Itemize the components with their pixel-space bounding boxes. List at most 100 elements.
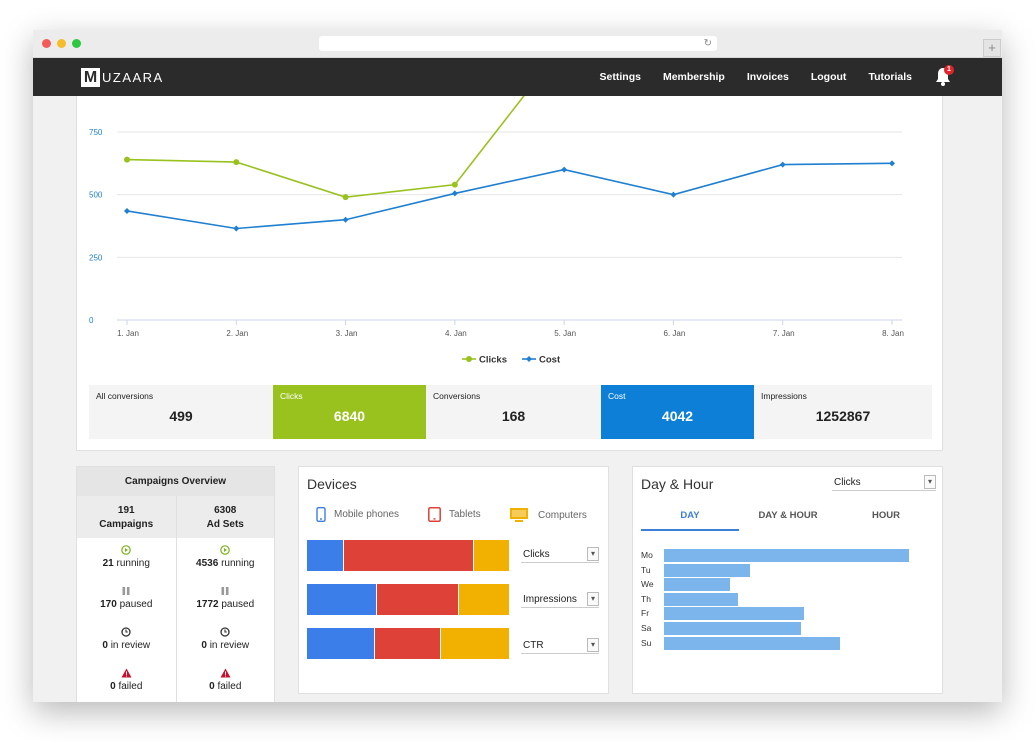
paused-stat[interactable]: 170 paused — [77, 579, 176, 620]
bar-segment-tablets — [343, 540, 473, 571]
nav-invoices[interactable]: Invoices — [746, 71, 789, 83]
dayhour-metric-select[interactable]: Clicks ▾ — [832, 475, 936, 491]
chevron-down-icon[interactable]: ▾ — [924, 475, 936, 489]
series-line-cost — [126, 162, 893, 230]
nav-tutorials[interactable]: Tutorials — [868, 71, 912, 83]
warning-icon — [177, 668, 275, 681]
logo-text: UZAARA — [102, 69, 164, 85]
address-bar[interactable]: ↻ — [319, 36, 717, 51]
y-tick-label: 750 — [89, 128, 103, 137]
card-title: Devices — [307, 476, 357, 492]
performance-panel: 0 250 500 750 1. Jan 2. Jan 3. Jan 4. Jan 5. Jan… — [76, 96, 943, 451]
campaigns-count[interactable]: 191 Campaigns — [77, 496, 176, 538]
day-bar[interactable] — [664, 578, 731, 592]
x-tick-label: 2. Jan — [226, 329, 248, 338]
x-tick-label: 8. Jan — [882, 329, 904, 338]
logo[interactable]: M UZAARA — [81, 67, 164, 87]
data-point — [561, 166, 568, 173]
campaigns-overview-card: Campaigns Overview 191 Campaigns 21 runn… — [76, 466, 275, 702]
adsets-count[interactable]: 6308 Ad Sets — [176, 496, 274, 538]
day-bar[interactable] — [664, 607, 804, 621]
running-stat[interactable]: 21 running — [77, 538, 176, 579]
day-label: Tu — [641, 564, 651, 575]
day-bar[interactable] — [664, 636, 841, 650]
day-label: Fr — [641, 608, 650, 619]
bar-segment-computers — [458, 584, 509, 615]
day-bar[interactable] — [664, 622, 802, 635]
review-stat[interactable]: 0 in review — [77, 620, 176, 661]
data-point — [233, 159, 240, 166]
chevron-down-icon[interactable]: ▾ — [587, 638, 599, 652]
kpi-cost[interactable]: Cost 4042 — [601, 385, 754, 439]
count-label: Campaigns — [99, 519, 154, 530]
new-tab-button[interactable]: + — [983, 39, 1001, 57]
tab-day-hour[interactable]: DAY & HOUR — [758, 510, 818, 521]
nav-logout[interactable]: Logout — [810, 71, 847, 83]
bar-segment-mobile — [307, 540, 344, 571]
computer-icon — [510, 508, 528, 522]
line-chart: 0 250 500 750 1. Jan 2. Jan 3. Jan 4. Jan 5. Jan… — [89, 96, 904, 366]
data-point — [451, 181, 458, 188]
data-point — [233, 225, 240, 232]
day-label: Mo — [641, 550, 653, 560]
failed-stat[interactable]: 0 failed — [77, 661, 176, 702]
day-label: Sa — [641, 623, 652, 633]
paused-count: 1772 — [196, 599, 219, 610]
kpi-impressions[interactable]: Impressions 1252867 — [754, 385, 932, 439]
devices-bar-impressions[interactable] — [307, 584, 509, 615]
tab-hour[interactable]: HOUR — [872, 510, 900, 521]
bar-segment-mobile — [307, 584, 376, 615]
data-point — [342, 194, 349, 201]
kpi-conversions[interactable]: Conversions 168 — [426, 385, 601, 439]
paused-stat[interactable]: 1772 paused — [177, 579, 275, 620]
maximize-window-icon[interactable] — [72, 39, 81, 48]
reload-icon[interactable]: ↻ — [703, 38, 712, 49]
devices-bar-ctr[interactable] — [307, 628, 509, 659]
browser-chrome: ↻ + — [33, 30, 1002, 58]
metric-select-impressions[interactable]: Impressions ▾ — [521, 592, 599, 608]
chevron-down-icon[interactable]: ▾ — [587, 547, 599, 561]
data-point — [124, 207, 130, 214]
legend-label: Mobile phones — [334, 509, 400, 520]
y-tick-label: 500 — [89, 191, 103, 200]
campaigns-column: 191 Campaigns 21 running 170 paused 0 in… — [77, 496, 176, 702]
legend-tablets[interactable]: Tablets — [428, 507, 481, 522]
metric-select-ctr[interactable]: CTR ▾ — [521, 638, 599, 654]
nav-membership[interactable]: Membership — [662, 71, 725, 83]
data-point — [779, 161, 786, 168]
card-title: Campaigns Overview — [77, 467, 274, 496]
tab-day[interactable]: DAY — [641, 505, 739, 531]
chevron-down-icon[interactable]: ▾ — [587, 592, 599, 606]
legend-mobile[interactable]: Mobile phones — [316, 507, 399, 522]
day-bar[interactable] — [664, 549, 909, 562]
legend-label: Tablets — [449, 509, 481, 520]
kpi-all-conversions[interactable]: All conversions 499 — [89, 385, 273, 439]
play-icon — [77, 545, 176, 558]
failed-count: 0 — [209, 681, 215, 692]
failed-count: 0 — [110, 681, 116, 692]
day-label: Su — [641, 637, 652, 648]
kpi-value: 499 — [169, 408, 193, 424]
running-stat[interactable]: 4536 running — [177, 538, 275, 579]
day-bar[interactable] — [664, 592, 738, 606]
kpi-value: 4042 — [661, 408, 694, 424]
data-point — [342, 216, 349, 223]
minimize-window-icon[interactable] — [57, 39, 66, 48]
select-value: Clicks — [523, 549, 550, 560]
devices-bar-clicks[interactable] — [307, 540, 509, 571]
kpi-value: 168 — [501, 408, 526, 424]
top-navbar: M UZAARA Settings Membership Invoices Lo… — [33, 58, 1002, 96]
pause-icon — [177, 586, 275, 599]
kpi-clicks[interactable]: Clicks 6840 — [273, 385, 426, 439]
close-window-icon[interactable] — [42, 39, 51, 48]
count-label: Ad Sets — [206, 519, 244, 530]
select-value: Clicks — [834, 477, 861, 488]
failed-stat[interactable]: 0 failed — [177, 661, 275, 702]
nav-settings[interactable]: Settings — [599, 71, 641, 83]
review-stat[interactable]: 0 in review — [177, 620, 275, 661]
legend-computers[interactable]: Computers — [509, 507, 587, 523]
day-bar[interactable] — [664, 563, 750, 577]
metric-select-clicks[interactable]: Clicks ▾ — [521, 547, 599, 563]
mobile-phone-icon — [316, 507, 326, 522]
bar-segment-mobile — [307, 628, 374, 659]
